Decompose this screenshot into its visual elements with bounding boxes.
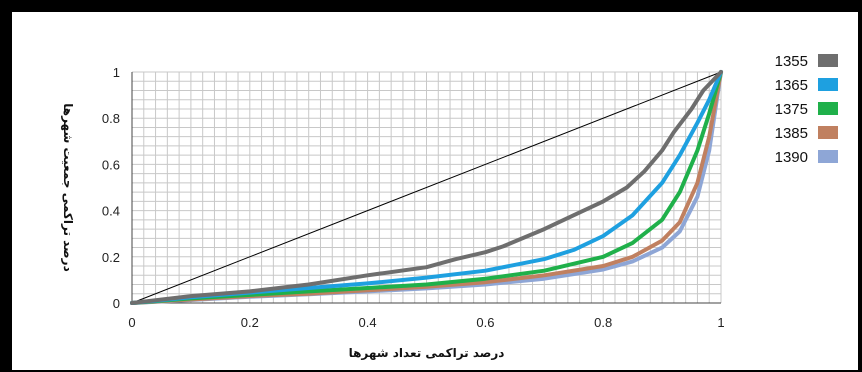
legend-label-1390: 1390 [775,149,808,166]
x-axis-title: درصد تراکمی تعداد شهرها [349,346,505,360]
series-line-1375 [130,70,723,305]
y-tick-label: 0.6 [102,157,120,172]
series-line-1355 [130,70,723,305]
series-line-1365 [130,70,723,305]
equality-line-group [131,71,722,304]
series-lines [130,70,723,305]
y-tick-labels: 0 0.2 0.4 0.6 0.8 1 [102,65,120,311]
x-tick-label: 0.8 [594,315,612,330]
legend-label-1375: 1375 [775,101,808,118]
legend-swatch-1385 [818,126,838,139]
x-tick-label: 0.4 [359,315,377,330]
legend-swatch-1365 [818,78,838,91]
legend-swatch-1355 [818,54,838,67]
legend-swatch-1390 [818,150,838,163]
y-tick-label: 1 [113,65,120,80]
x-tick-labels: 0 0.2 0.4 0.6 0.8 1 [128,315,724,330]
y-tick-label: 0 [113,296,120,311]
legend-label-1365: 1365 [775,77,808,94]
legend: 1355 1365 1375 1385 1390 [775,53,838,166]
y-tick-label: 0.8 [102,111,120,126]
x-tick-label: 1 [717,315,724,330]
chart-panel: 0 0.2 0.4 0.6 0.8 1 0 0.2 0.4 0.6 0.8 1 درصد تراکم… [12,12,858,370]
legend-label-1385: 1385 [775,125,808,142]
lorenz-chart: 0 0.2 0.4 0.6 0.8 1 0 0.2 0.4 0.6 0.8 1 درصد تراکم… [61,53,838,360]
x-tick-label: 0.6 [476,315,494,330]
legend-label-1355: 1355 [775,53,808,70]
y-tick-label: 0.2 [102,250,120,265]
x-tick-label: 0 [128,315,135,330]
y-axis-title: درصد تراکمی جمعیت شهرها [61,103,75,271]
legend-swatch-1375 [818,102,838,115]
equality-line [131,71,722,304]
x-tick-label: 0.2 [241,315,259,330]
y-tick-label: 0.4 [102,204,120,219]
